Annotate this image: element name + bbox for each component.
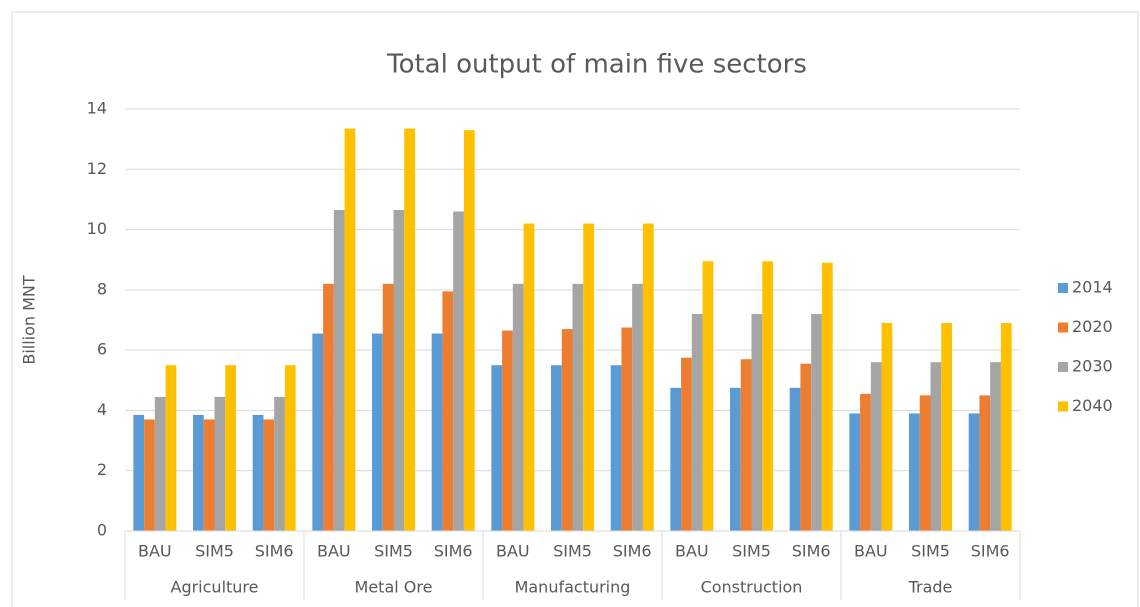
bar xyxy=(762,261,773,531)
bar xyxy=(860,393,871,531)
bar xyxy=(849,413,861,531)
bar xyxy=(730,387,741,531)
bar xyxy=(323,283,334,531)
bar xyxy=(642,223,654,532)
x-tick-label: BAU xyxy=(854,542,888,561)
y-tick-label: 6 xyxy=(97,340,107,359)
bar xyxy=(274,396,285,531)
bar xyxy=(941,323,952,531)
bar xyxy=(133,414,145,531)
bar xyxy=(583,223,594,532)
bar xyxy=(821,262,833,531)
group-label: Agriculture xyxy=(171,578,259,597)
bar xyxy=(154,396,166,531)
y-tick-label: 12 xyxy=(87,159,107,178)
group-label: Construction xyxy=(701,578,803,597)
bar xyxy=(811,313,822,531)
bar xyxy=(442,291,454,531)
bar xyxy=(382,283,394,531)
x-tick-label: SIM5 xyxy=(911,542,950,561)
bar xyxy=(144,419,155,531)
bar xyxy=(681,357,692,531)
bar xyxy=(523,223,535,532)
bar xyxy=(284,365,296,531)
bar xyxy=(610,365,622,531)
bar xyxy=(572,283,584,531)
y-tick-label: 8 xyxy=(97,279,107,298)
x-tick-label: SIM6 xyxy=(613,542,652,561)
legend-label: 2020 xyxy=(1072,317,1113,336)
bar xyxy=(909,413,920,531)
y-tick-label: 2 xyxy=(97,460,107,479)
x-tick-label: SIM6 xyxy=(792,542,831,561)
x-tick-label: SIM5 xyxy=(553,542,592,561)
bar xyxy=(372,333,383,531)
x-tick-label: BAU xyxy=(317,542,351,561)
bar xyxy=(968,413,980,531)
bar xyxy=(214,396,226,531)
bar xyxy=(919,395,931,531)
legend-swatch xyxy=(1058,362,1068,372)
bar xyxy=(491,365,503,531)
bar xyxy=(312,333,324,531)
x-tick-label: SIM6 xyxy=(434,542,473,561)
bar xyxy=(1000,323,1012,531)
bar xyxy=(789,387,801,531)
bar xyxy=(691,313,703,531)
x-tick-label: BAU xyxy=(496,542,530,561)
bar xyxy=(621,327,633,531)
bar xyxy=(990,362,1001,531)
bar xyxy=(431,333,443,531)
legend-swatch xyxy=(1058,283,1068,293)
legend-label: 2014 xyxy=(1072,278,1113,297)
bar xyxy=(404,128,415,532)
x-tick-label: SIM6 xyxy=(971,542,1010,561)
x-tick-label: SIM5 xyxy=(732,542,771,561)
bar xyxy=(453,211,464,531)
bar xyxy=(632,283,643,531)
x-tick-label: SIM5 xyxy=(195,542,234,561)
y-tick-label: 0 xyxy=(97,521,107,540)
bar xyxy=(751,313,763,531)
bar xyxy=(870,362,882,531)
chart-title: Total output of main five sectors xyxy=(386,50,807,80)
legend-label: 2030 xyxy=(1072,357,1113,376)
bar xyxy=(561,329,573,531)
bar xyxy=(193,414,204,531)
legend-label: 2040 xyxy=(1072,396,1113,415)
x-tick-label: BAU xyxy=(675,542,709,561)
bar xyxy=(263,419,275,531)
legend-swatch xyxy=(1058,401,1068,412)
bar xyxy=(670,387,682,531)
group-label: Manufacturing xyxy=(515,578,631,597)
bar xyxy=(512,283,524,531)
bar xyxy=(393,209,405,531)
bar xyxy=(502,330,513,531)
bar xyxy=(463,130,475,531)
bar xyxy=(881,323,893,531)
bar xyxy=(979,395,991,531)
x-tick-label: BAU xyxy=(138,542,172,561)
bar xyxy=(333,209,345,531)
bar xyxy=(740,359,752,531)
y-tick-label: 10 xyxy=(87,219,107,238)
bar xyxy=(800,363,812,531)
group-label: Trade xyxy=(908,578,953,597)
bar xyxy=(344,128,356,532)
bar xyxy=(203,419,215,531)
y-tick-label: 4 xyxy=(97,400,107,419)
x-tick-label: SIM6 xyxy=(255,542,294,561)
bar xyxy=(930,362,942,531)
bar xyxy=(252,414,264,531)
bar xyxy=(165,365,177,531)
y-tick-label: 14 xyxy=(87,99,107,118)
group-label: Metal Ore xyxy=(355,578,433,597)
legend-swatch xyxy=(1058,322,1068,333)
bar xyxy=(702,261,714,531)
x-tick-label: SIM5 xyxy=(374,542,413,561)
bar xyxy=(551,365,562,531)
y-axis-label: Billion MNT xyxy=(20,275,39,365)
bar xyxy=(225,365,236,531)
